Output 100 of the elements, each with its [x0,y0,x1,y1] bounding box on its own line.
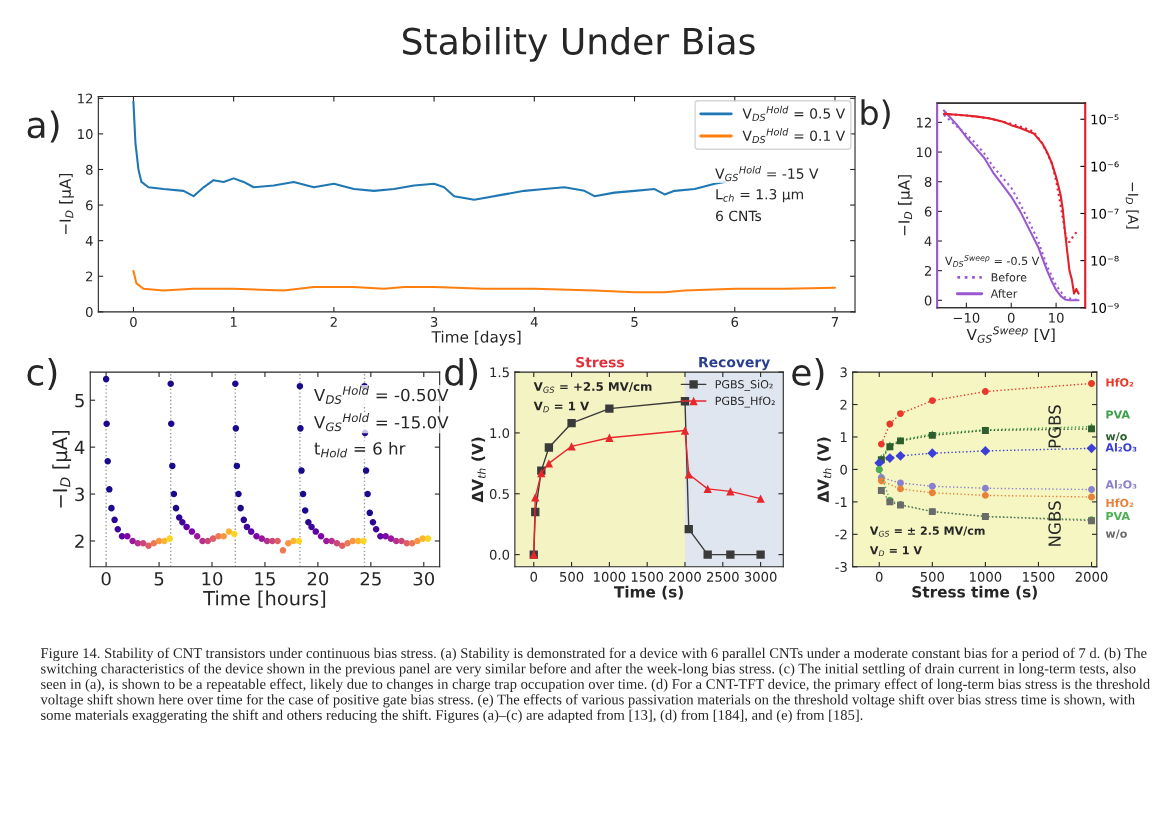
x-tick-label: 5 [631,317,638,327]
annotation: V$_{GS}$$^{Hold}$ = -15.0V [314,413,449,432]
y-tick-label: 4 [74,440,85,454]
annotation: L$_{ch}$ = 1.3 μm [716,188,803,203]
y-tick-label: 2 [840,399,847,410]
x-tick-label: 6 [731,316,739,327]
legend-label: PGBS_HfO₂ [715,396,775,408]
band-label: Recovery [699,357,771,371]
y-tick-label: -3 [835,562,847,572]
x-tick-label: 3 [430,316,438,327]
y2-tick-label: 10⁻⁵ [1091,114,1119,125]
y-tick-label: 3 [75,487,84,502]
x-tick-label: 5 [154,572,164,586]
x-tick-label: 1500 [1023,571,1055,582]
annotation: V$_{DS}$$^{Hold}$ = -0.50V [314,385,449,404]
x-tick-label: 500 [560,571,584,582]
y-tick-label: 8 [924,176,932,187]
y2-tick-label: 10⁻⁶ [1091,161,1119,172]
series-label: w/o [1105,432,1127,442]
y-axis-title: −I$_{D}$ [μA] [59,173,74,235]
x-tick-label: 10 [202,571,223,586]
y-axis-title: −I$_{D}$ [μA] [52,431,72,508]
y-tick-label: -1 [835,497,847,507]
x-tick-label: 25 [360,571,381,586]
y-tick-label: 0 [840,464,847,475]
x-tick-label: 30 [413,571,435,586]
y-tick-label: 4 [924,236,932,247]
y-tick-label: 0.5 [489,488,509,499]
x-tick-label: 500 [920,571,945,582]
y-tick-label: 4 [85,236,93,246]
y2-tick-label: 10⁻⁹ [1091,302,1119,313]
y-axis-title: −I$_{D}$ [μA] [897,175,913,236]
y-tick-label: 2 [924,265,931,276]
series-label: HfO₂ [1106,378,1134,387]
chart-title: Stability Under Bias [403,26,755,62]
annotation: NGBS [1048,501,1061,546]
series-label: PVA [1106,511,1130,521]
x-tick-label: 1500 [631,571,664,582]
x-tick-label: 1000 [594,571,626,582]
text: e) [792,357,824,391]
annotation: V$_{GS}$$^{Hold}$ = -15 V [715,166,819,182]
series-label: w/o [1105,529,1127,539]
y-tick-label: 1.0 [490,428,510,439]
y-tick-label: 1 [840,432,847,442]
x-tick-label: 4 [530,317,538,327]
x-tick-label: 0 [1007,312,1015,323]
legend-label: V$_{DS}$$^{Hold}$ = 0.1 V [742,128,846,144]
annotation: t$_{Hold}$ = 6 hr [314,441,406,458]
y-tick-label: 10 [78,129,93,140]
y-axis-title: ΔV$_{th}$ (V) [817,437,832,503]
x-tick-label: 2 [330,316,337,327]
legend-title: V$_{DS}$$^{Sweep}$ = -0.5 V [945,254,1040,267]
y2-tick-label: 10⁻⁷ [1091,208,1119,219]
series-label: HfO₂ [1106,498,1134,508]
legend-label: Before [991,272,1027,282]
y-tick-label: 6 [924,206,932,217]
x-tick-label: 2000 [669,571,701,582]
y-tick-label: 2 [86,271,93,282]
x-tick-label: 0 [130,316,137,327]
y-tick-label: 6 [86,200,93,211]
annotation: V$_{D}$ = 1 V [869,546,922,557]
x-tick-label: 3000 [744,571,777,582]
y2-axis-title: −I$_{D}$ [A] [1125,182,1139,229]
y-tick-label: 12 [916,117,931,128]
y-tick-label: 5 [75,393,84,408]
annotation: V$_{D}$ = 1 V [533,401,590,413]
annotation: PGBS [1048,405,1061,448]
legend-label: PGBS_SiO₂ [715,379,773,391]
x-tick-label: 10 [1049,312,1064,323]
legend-label: After [990,289,1018,298]
series-label: PVA [1106,410,1130,419]
annotation: V$_{GS}$ = ± 2.5 MV/cm [869,526,985,537]
x-tick-label: 7 [831,317,839,327]
caption: Figure 14. Stability of CNT transistors under continuous bias stress. (a) Stability is demonstrated for a device with 6 parallel CNTs under a moderate constant bias for a period of 7 d. (b) The switching characteristics of the device shown in the previous panel are very similar before and after the week-long bias stress. (c) The initial settling of drain current in long-term tests, also seen in (a), is shown to be a repeatable effect, likely due to changes in charge trap occupation over time. (d) For a CNT-TFT device, the primary effect of long-term bias stress is the threshold voltage shift shown here over time for the case of positive gate bias stress. (e) The effects of various passivation materials on the threshold voltage shift over bias stress time is shown, with some materials exaggerating the shift and others reducing the shift. Figures (a)–(c) are adapted from [13], (d) from [184], and (e) from [185]. [40,647,1150,723]
x-tick-label: 0 [101,571,111,586]
annotation: 6 CNTs [716,210,762,222]
y-tick-label: 12 [78,93,93,104]
band-label: Stress [576,356,624,368]
x-axis-title: Stress time (s) [912,585,1037,600]
x-tick-label: 1 [230,317,237,327]
y-tick-label: 10 [916,147,932,158]
x-tick-label: 2500 [706,571,739,582]
x-axis-title: V$_{GS}$$^{Sweep}$ [V] [966,326,1055,343]
y-tick-label: 3 [840,367,847,378]
x-axis-title: Time (s) [613,585,683,600]
text: b) [861,99,890,130]
x-tick-label: 15 [255,572,275,586]
text: c) [27,357,57,391]
x-tick-label: 20 [307,571,329,586]
y-tick-label: 1.5 [490,367,509,378]
x-tick-label: −10 [953,312,980,323]
legend-label: V$_{DS}$$^{Hold}$ = 0.5 V [742,105,846,121]
x-tick-label: 1000 [970,571,1002,582]
y-tick-label: 2 [75,534,84,548]
x-tick-label: 2000 [1075,571,1108,582]
y-tick-label: 8 [85,164,93,175]
x-axis-title: Time [hours] [203,590,326,608]
x-tick-label: 0 [530,571,538,582]
y-tick-label: 0 [924,295,932,306]
y2-tick-label: 10⁻⁸ [1091,255,1119,266]
